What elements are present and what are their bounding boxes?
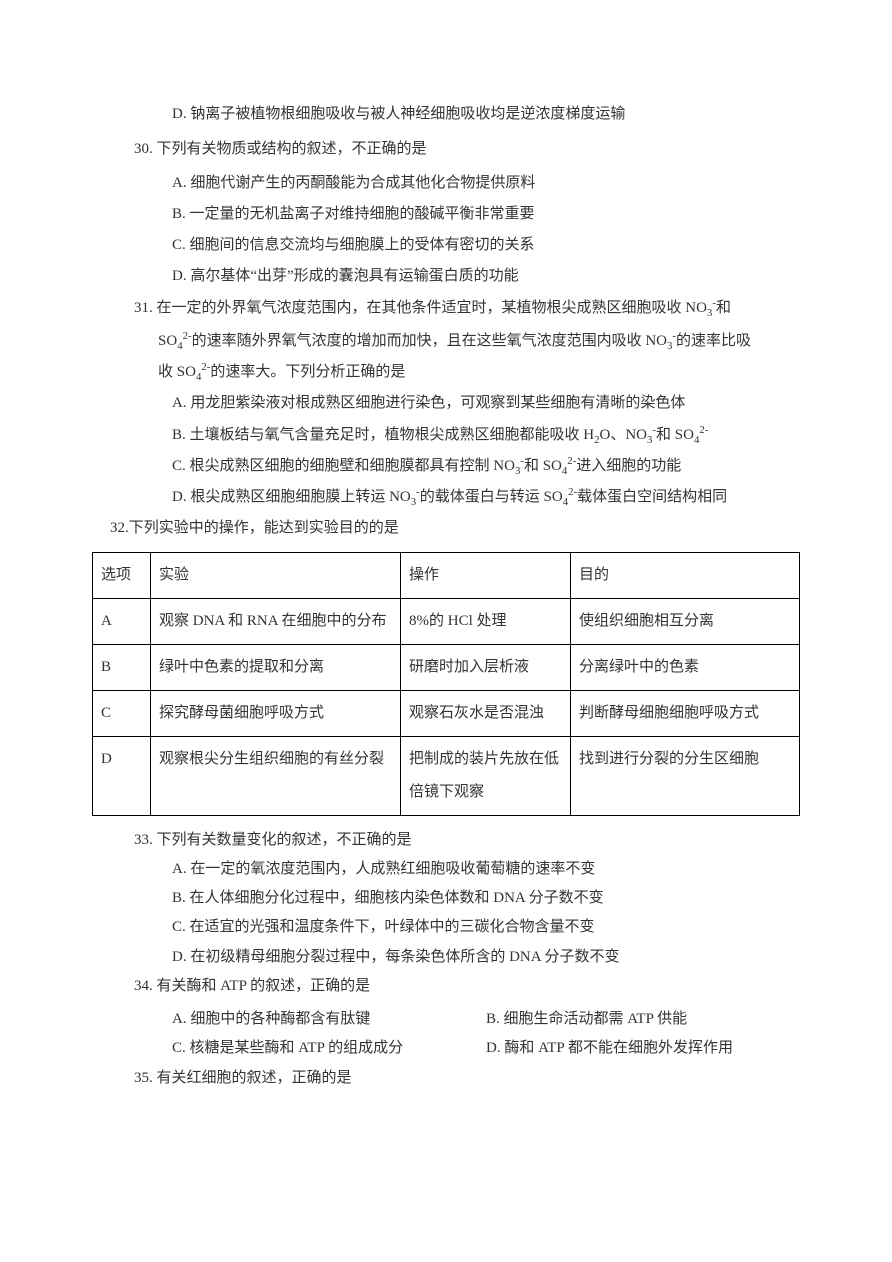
- q34-stem-text: 有关酶和 ATP 的叙述，正确的是: [157, 978, 371, 994]
- cell-operation: 研磨时加入层析液: [401, 644, 571, 690]
- q31-option-b: B. 土壤板结与氧气含量充足时，植物根尖成熟区细胞都能吸收 H2O、NO3-和 …: [172, 421, 800, 450]
- q31-number: 31.: [134, 300, 153, 316]
- q34-number: 34.: [134, 978, 153, 994]
- table-row: B 绿叶中色素的提取和分离 研磨时加入层析液 分离绿叶中的色素: [93, 644, 800, 690]
- q33-stem-text: 下列有关数量变化的叙述，不正确的是: [157, 832, 412, 848]
- q31-option-a: A. 用龙胆紫染液对根成熟区细胞进行染色，可观察到某些细胞有清晰的染色体: [172, 389, 800, 418]
- q30-stem-text: 下列有关物质或结构的叙述，不正确的是: [157, 141, 427, 157]
- q32-number: 32.: [110, 520, 129, 536]
- table-row: D 观察根尖分生组织细胞的有丝分裂 把制成的装片先放在低倍镜下观察 找到进行分裂…: [93, 736, 800, 815]
- q30-option-d: D. 高尔基体“出芽”形成的囊泡具有运输蛋白质的功能: [172, 262, 800, 291]
- cell-option: D: [93, 736, 151, 815]
- q31-line1: 31. 在一定的外界氧气浓度范围内，在其他条件适宜时，某植物根尖成熟区细胞吸收 …: [134, 294, 800, 323]
- cell-purpose: 找到进行分裂的分生区细胞: [571, 736, 800, 815]
- q32-stem: 32.下列实验中的操作，能达到实验目的的是: [110, 514, 800, 543]
- cell-operation: 8%的 HCl 处理: [401, 598, 571, 644]
- q33-option-a: A. 在一定的氧浓度范围内，人成熟红细胞吸收葡萄糖的速率不变: [172, 855, 800, 884]
- q32-stem-text: 下列实验中的操作，能达到实验目的的是: [129, 520, 399, 536]
- q34-option-a: A. 细胞中的各种酶都含有肽键: [172, 1005, 486, 1034]
- q31-option-d: D. 根尖成熟区细胞细胞膜上转运 NO3-的载体蛋白与转运 SO42-载体蛋白空…: [172, 483, 800, 512]
- cell-option: C: [93, 690, 151, 736]
- q35-stem: 35. 有关红细胞的叙述，正确的是: [134, 1064, 800, 1093]
- q33-number: 33.: [134, 832, 153, 848]
- cell-purpose: 判断酵母细胞细胞呼吸方式: [571, 690, 800, 736]
- q33-option-d: D. 在初级精母细胞分裂过程中，每条染色体所含的 DNA 分子数不变: [172, 943, 800, 972]
- cell-experiment: 绿叶中色素的提取和分离: [151, 644, 401, 690]
- cell-experiment: 观察根尖分生组织细胞的有丝分裂: [151, 736, 401, 815]
- th-experiment: 实验: [151, 552, 401, 598]
- cell-option: A: [93, 598, 151, 644]
- cell-experiment: 观察 DNA 和 RNA 在细胞中的分布: [151, 598, 401, 644]
- cell-option: B: [93, 644, 151, 690]
- q33-option-c: C. 在适宜的光强和温度条件下，叶绿体中的三碳化合物含量不变: [172, 913, 800, 942]
- th-purpose: 目的: [571, 552, 800, 598]
- cell-purpose: 分离绿叶中的色素: [571, 644, 800, 690]
- q35-stem-text: 有关红细胞的叙述，正确的是: [157, 1070, 352, 1086]
- table-header-row: 选项 实验 操作 目的: [93, 552, 800, 598]
- q31-line2: SO42-的速率随外界氧气浓度的增加而加快，且在这些氧气浓度范围内吸收 NO3-…: [158, 327, 800, 356]
- q31-line3: 收 SO42-的速率大。下列分析正确的是: [158, 358, 800, 387]
- cell-operation: 把制成的装片先放在低倍镜下观察: [401, 736, 571, 815]
- table-row: A 观察 DNA 和 RNA 在细胞中的分布 8%的 HCl 处理 使组织细胞相…: [93, 598, 800, 644]
- cell-purpose: 使组织细胞相互分离: [571, 598, 800, 644]
- q30-option-c: C. 细胞间的信息交流均与细胞膜上的受体有密切的关系: [172, 231, 800, 260]
- table-row: C 探究酵母菌细胞呼吸方式 观察石灰水是否混浊 判断酵母细胞细胞呼吸方式: [93, 690, 800, 736]
- q33-option-b: B. 在人体细胞分化过程中，细胞核内染色体数和 DNA 分子数不变: [172, 884, 800, 913]
- q31-stem-part1: 在一定的外界氧气浓度范围内，在其他条件适宜时，某植物根尖成熟区细胞吸收 NO3-…: [157, 300, 731, 316]
- q35-number: 35.: [134, 1070, 153, 1086]
- prev-question-option-d: D. 钠离子被植物根细胞吸收与被人神经细胞吸收均是逆浓度梯度运输: [172, 100, 800, 129]
- q34-option-d: D. 酶和 ATP 都不能在细胞外发挥作用: [486, 1034, 800, 1063]
- cell-operation: 观察石灰水是否混浊: [401, 690, 571, 736]
- q34-option-b: B. 细胞生命活动都需 ATP 供能: [486, 1005, 800, 1034]
- q32-table: 选项 实验 操作 目的 A 观察 DNA 和 RNA 在细胞中的分布 8%的 H…: [92, 552, 800, 816]
- cell-experiment: 探究酵母菌细胞呼吸方式: [151, 690, 401, 736]
- q30-option-b: B. 一定量的无机盐离子对维持细胞的酸碱平衡非常重要: [172, 200, 800, 229]
- q34-option-c: C. 核糖是某些酶和 ATP 的组成成分: [172, 1034, 486, 1063]
- q30-number: 30.: [134, 141, 153, 157]
- q30-option-a: A. 细胞代谢产生的丙酮酸能为合成其他化合物提供原料: [172, 169, 800, 198]
- q34-stem: 34. 有关酶和 ATP 的叙述，正确的是: [134, 972, 800, 1001]
- q33-stem: 33. 下列有关数量变化的叙述，不正确的是: [134, 826, 800, 855]
- q30-stem: 30. 下列有关物质或结构的叙述，不正确的是: [134, 135, 800, 164]
- q31-option-c: C. 根尖成熟区细胞的细胞壁和细胞膜都具有控制 NO3-和 SO42-进入细胞的…: [172, 452, 800, 481]
- th-option: 选项: [93, 552, 151, 598]
- th-operation: 操作: [401, 552, 571, 598]
